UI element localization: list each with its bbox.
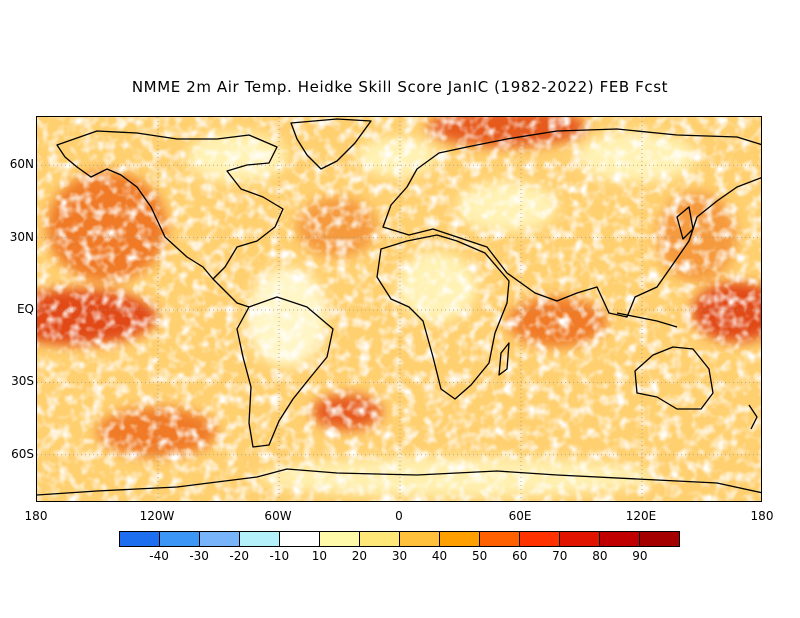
map-title: NMME 2m Air Temp. Heidke Skill Score Jan… <box>131 78 669 96</box>
color-scale-swatch <box>480 532 520 546</box>
color-scale-tick-label: 80 <box>592 549 608 563</box>
color-scale-tick-label: 30 <box>391 549 408 563</box>
color-scale-bar <box>119 531 680 547</box>
color-scale-swatch <box>640 532 679 546</box>
color-scale-swatch <box>200 532 240 546</box>
antarctica-coastline <box>37 468 761 496</box>
africa-coastline <box>376 234 510 400</box>
color-scale-tick-label: -10 <box>269 549 290 563</box>
color-scale-tick-label: 90 <box>632 549 648 563</box>
longitude-label: 120E <box>625 509 657 523</box>
color-scale-tick-label: 10 <box>311 549 327 563</box>
color-scale-tick-label: -30 <box>189 549 209 563</box>
latitude-label: EQ <box>16 302 34 316</box>
color-scale-swatch <box>400 532 440 546</box>
skill-score-field <box>37 117 761 501</box>
color-scale-tick-label: -20 <box>229 549 250 563</box>
color-scale-tick-label: 40 <box>431 549 448 563</box>
color-scale-tick-label: 50 <box>472 549 488 563</box>
longitude-label: 60E <box>508 509 532 523</box>
color-scale-swatch <box>520 532 560 546</box>
color-scale-swatch <box>280 532 320 546</box>
graticule <box>37 117 761 501</box>
color-scale-swatch <box>360 532 400 546</box>
madagascar-coastline <box>498 342 510 376</box>
australia-coastline <box>634 346 714 410</box>
greenland-coastline <box>290 118 372 170</box>
north-america-coastline <box>56 130 284 280</box>
longitude-label: 0 <box>395 509 403 523</box>
indonesia-coastline <box>616 312 678 328</box>
latitude-label: 30N <box>9 229 34 244</box>
color-scale-swatch <box>120 532 160 546</box>
new-zealand-coastline <box>748 404 758 430</box>
color-scale-tick-label: 20 <box>351 549 368 563</box>
color-scale-swatch <box>600 532 640 546</box>
latitude-label: 60N <box>9 157 34 172</box>
longitude-label: 120W <box>139 509 175 523</box>
longitude-label: 180 <box>750 509 774 523</box>
color-scale-tick-label: -40 <box>149 549 169 563</box>
south-america-coastline <box>236 296 334 448</box>
longitude-label: 60W <box>264 509 292 523</box>
color-scale-swatch <box>440 532 480 546</box>
color-scale-swatch <box>560 532 600 546</box>
color-scale-tick-label: 70 <box>552 549 568 563</box>
color-scale-tick-label: 60 <box>512 549 528 563</box>
color-scale-swatch <box>160 532 200 546</box>
japan-coastline <box>676 206 694 240</box>
color-scale-swatch <box>240 532 280 546</box>
central-america-coastline <box>212 278 250 308</box>
color-scale-swatch <box>320 532 360 546</box>
longitude-label: 180 <box>24 509 48 523</box>
latitude-label: 30S <box>11 374 34 389</box>
latitude-label: 60S <box>11 446 34 461</box>
skill-score-map <box>36 116 762 502</box>
